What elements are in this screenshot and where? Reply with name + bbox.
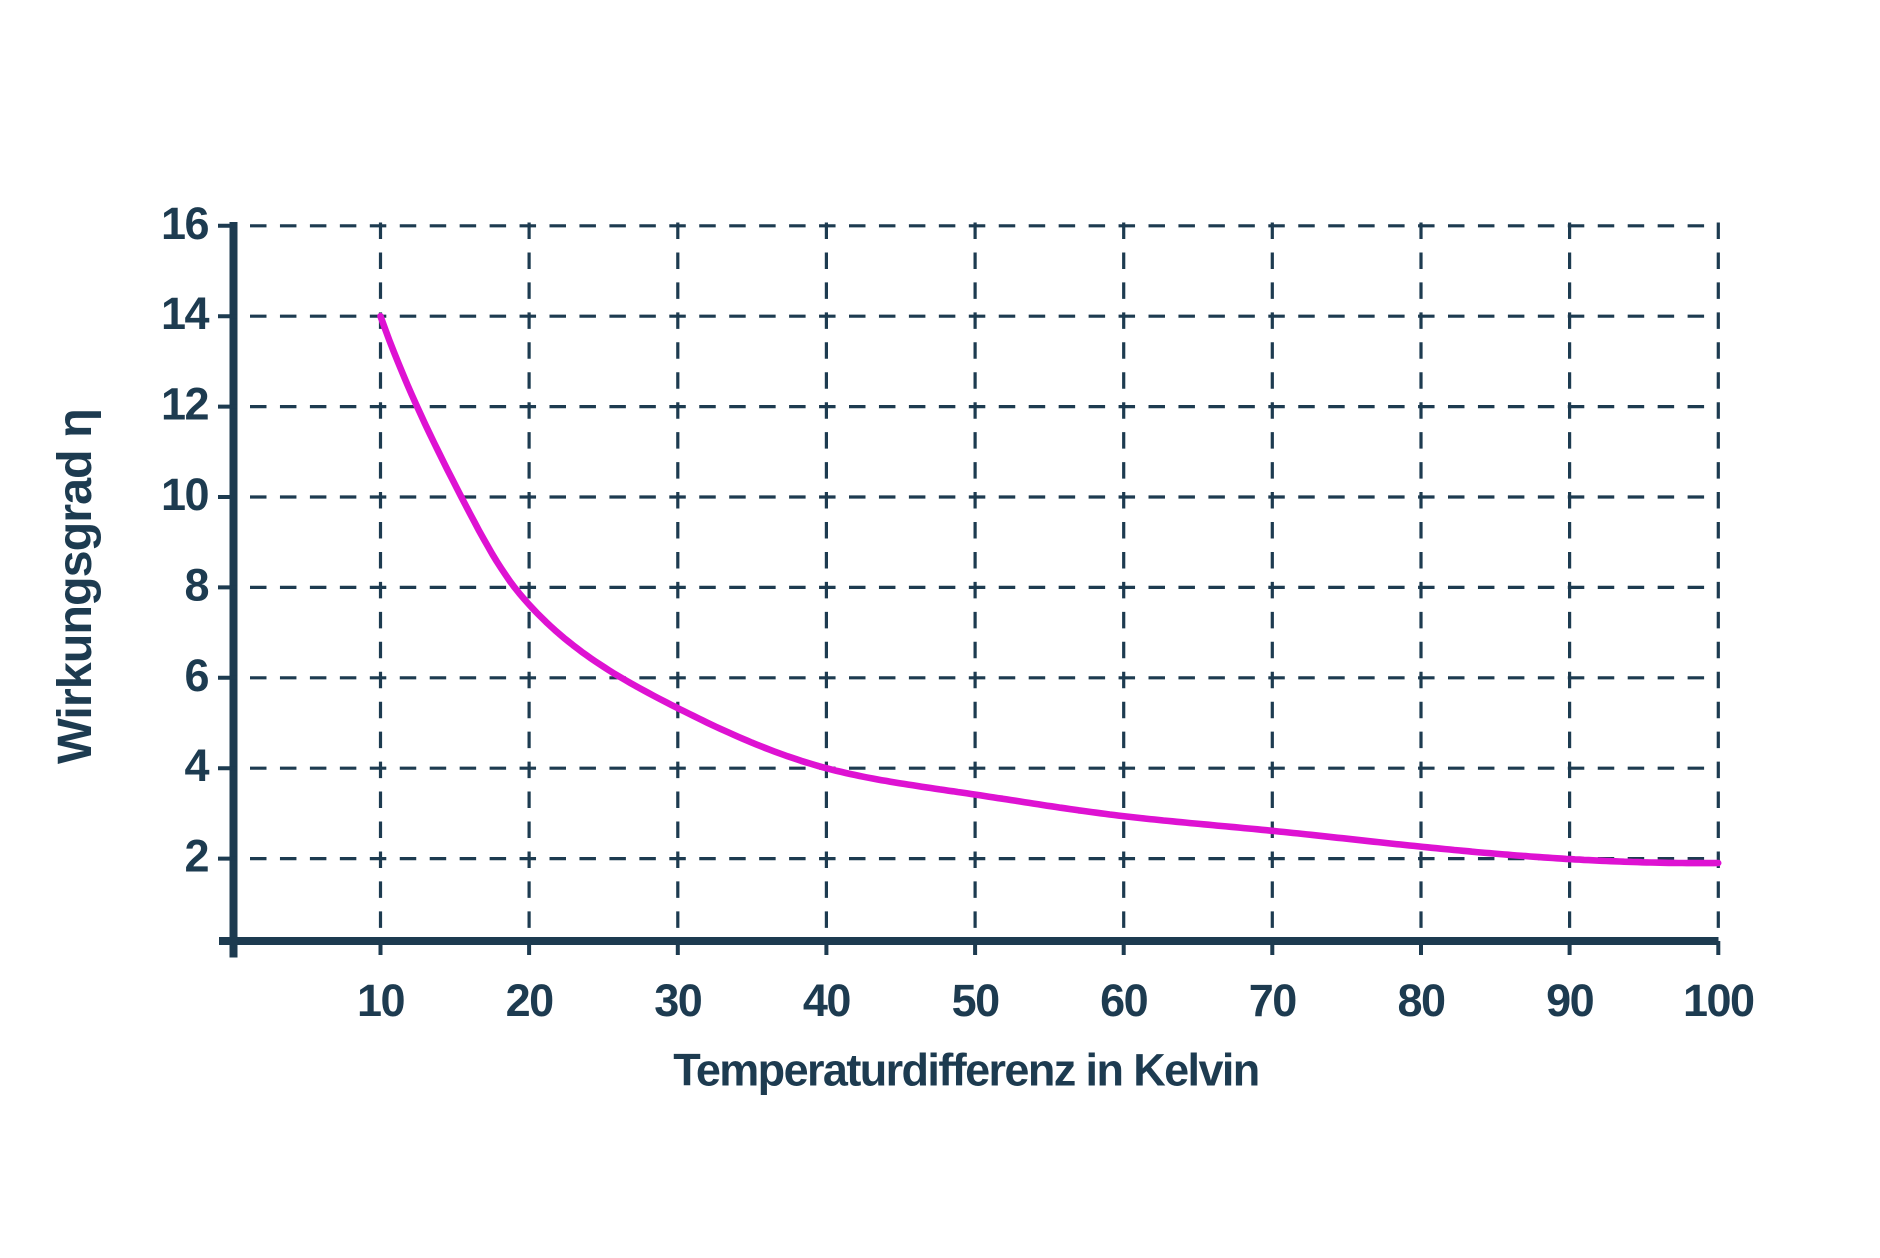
svg-text:40: 40	[803, 975, 851, 1026]
svg-text:8: 8	[184, 559, 208, 610]
svg-text:2: 2	[184, 831, 208, 882]
svg-text:60: 60	[1100, 975, 1148, 1026]
svg-text:10: 10	[357, 975, 405, 1026]
svg-text:100: 100	[1683, 975, 1754, 1026]
svg-text:70: 70	[1249, 975, 1297, 1026]
svg-text:10: 10	[161, 469, 209, 520]
svg-text:20: 20	[506, 975, 554, 1026]
svg-text:50: 50	[952, 975, 1000, 1026]
svg-text:4: 4	[184, 740, 209, 791]
svg-text:80: 80	[1397, 975, 1445, 1026]
svg-text:6: 6	[184, 650, 208, 701]
svg-text:Temperaturdifferenz in Kelvin: Temperaturdifferenz in Kelvin	[673, 1045, 1258, 1096]
svg-text:90: 90	[1546, 975, 1594, 1026]
svg-text:14: 14	[161, 288, 210, 339]
svg-text:12: 12	[161, 379, 209, 430]
svg-text:16: 16	[161, 198, 209, 249]
svg-text:Wirkungsgrad η: Wirkungsgrad η	[48, 409, 102, 764]
svg-text:30: 30	[654, 975, 702, 1026]
